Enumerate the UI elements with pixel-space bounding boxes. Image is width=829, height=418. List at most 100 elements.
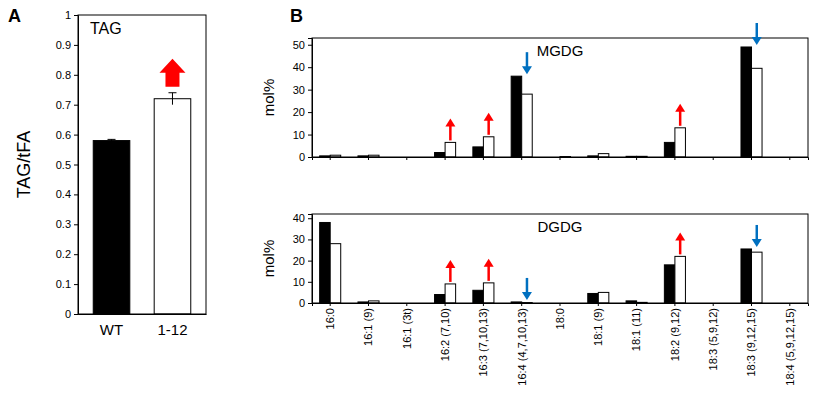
tick-mark — [308, 261, 312, 262]
tick-mark — [368, 303, 369, 306]
panel: 01020304016:016:1 (9)16:1 (3t)16:2 (7,10… — [260, 212, 809, 385]
tick-mark — [406, 303, 407, 306]
tick-label: 0.1 — [56, 278, 71, 290]
bar — [598, 292, 609, 303]
tick: 0.4 — [56, 188, 78, 200]
tick: 18:2 (9,12) — [669, 303, 681, 361]
tick: 50 — [293, 39, 312, 51]
arrow — [675, 232, 685, 254]
tick-mark — [308, 90, 312, 91]
tick: 20 — [293, 255, 312, 267]
tick-mark — [713, 157, 714, 160]
x-axis — [313, 157, 809, 160]
tick-mark — [74, 135, 78, 136]
chart-title: DGDG — [538, 218, 583, 235]
tick-label: 0 — [299, 297, 305, 309]
tick: 0.7 — [56, 99, 78, 111]
arrow-shape — [159, 59, 185, 87]
bar — [752, 68, 763, 157]
y-axis-title: mol% — [260, 79, 277, 117]
bar — [473, 147, 484, 157]
tick-label: 0.2 — [56, 248, 71, 260]
panel-label: A — [8, 6, 21, 26]
bar — [588, 293, 599, 303]
tick-label: 20 — [293, 255, 305, 267]
bar — [435, 295, 446, 303]
tick-mark — [674, 303, 675, 306]
tick-mark — [636, 157, 637, 160]
tick-mark — [406, 157, 407, 160]
x-axis: WT 1-12 — [79, 314, 207, 338]
bar — [511, 76, 522, 157]
tick-label: 0.4 — [56, 188, 71, 200]
tick-label: 16:1 (3t) — [401, 308, 413, 349]
tick-label: 16:3 (7,10,13) — [477, 308, 489, 377]
arrow — [445, 118, 455, 140]
tick-label: 0.8 — [56, 69, 71, 81]
tick-label: 16:0 — [324, 308, 336, 329]
error-cap — [108, 139, 116, 140]
tick: 1 — [65, 9, 78, 21]
tick: 0.1 — [56, 278, 78, 290]
tick-label: 1-12 — [157, 321, 187, 338]
tick-mark — [308, 157, 312, 158]
tick: 0.2 — [56, 248, 78, 260]
bar — [154, 99, 191, 314]
tick-mark — [445, 157, 446, 160]
tick-label: 10 — [293, 276, 305, 288]
arrow-head — [752, 37, 762, 45]
arrow — [484, 259, 494, 281]
tick: 0.6 — [56, 129, 78, 141]
tick-label: 18:4 (5,9,12,15) — [784, 308, 796, 386]
tick-label: WT — [100, 321, 123, 338]
tick-label: 0.5 — [56, 159, 71, 171]
tick-mark — [789, 303, 790, 306]
tick: 18:1 (11) — [630, 303, 642, 351]
tick-mark — [308, 218, 312, 219]
tick: 16:0 — [324, 303, 336, 329]
arrow — [522, 52, 532, 74]
tick — [674, 157, 675, 160]
bar — [664, 142, 675, 157]
y-axis: 010203040 — [293, 212, 313, 309]
tick-label: 16:4 (4,7,10,13) — [516, 308, 528, 386]
arrow-head — [752, 239, 762, 247]
tick: 20 — [293, 106, 312, 118]
tick-mark — [74, 314, 78, 315]
tick: 18:4 (5,9,12,15) — [784, 303, 796, 386]
arrow — [159, 59, 185, 87]
tick-label: 18:3 (9,12,15) — [745, 308, 757, 377]
axis-line — [79, 314, 207, 315]
bar — [445, 284, 456, 303]
error-bar — [172, 93, 173, 105]
tick-mark — [483, 303, 484, 306]
bar — [675, 256, 686, 303]
plot-area — [320, 47, 762, 157]
bar — [320, 222, 331, 303]
tick: 18:3 (9,12,15) — [745, 303, 757, 377]
bar — [752, 252, 763, 303]
arrow — [484, 113, 494, 135]
tick-label: 1 — [65, 9, 71, 21]
tick-mark — [308, 67, 312, 68]
tick-mark — [308, 282, 312, 283]
arrow — [445, 260, 455, 282]
tick: 16:2 (7,10) — [439, 303, 451, 361]
bar — [522, 94, 533, 157]
arrow — [522, 278, 532, 300]
tick: 18:3 (5,9,12) — [707, 303, 719, 370]
bar — [483, 283, 494, 303]
bar — [445, 142, 456, 157]
tick-mark — [751, 303, 752, 306]
tick: 0.3 — [56, 218, 78, 230]
bar — [483, 137, 494, 157]
tick: 0 — [65, 308, 78, 320]
tick-mark — [74, 194, 78, 195]
tick-mark — [445, 303, 446, 306]
panel-label: B — [290, 6, 303, 26]
tick — [368, 157, 369, 160]
tick-mark — [330, 303, 331, 306]
tick — [521, 157, 522, 160]
bar — [741, 249, 752, 303]
panel: 00.10.20.30.40.50.60.70.80.91WT1-12TAGTA… — [8, 6, 207, 338]
